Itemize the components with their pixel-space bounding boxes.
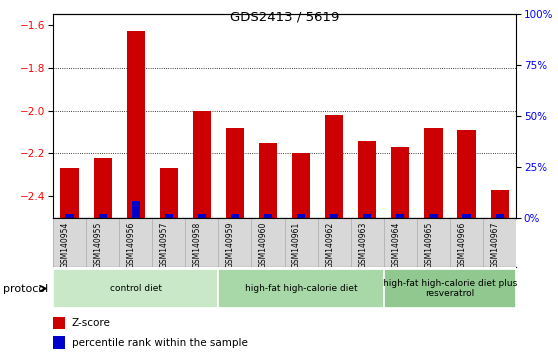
Bar xyxy=(231,214,239,218)
Text: GSM140964: GSM140964 xyxy=(391,222,400,268)
Text: percentile rank within the sample: percentile rank within the sample xyxy=(71,337,247,348)
Text: protocol: protocol xyxy=(3,284,48,293)
Bar xyxy=(53,269,218,308)
Bar xyxy=(490,190,509,218)
Text: high-fat high-calorie diet: high-fat high-calorie diet xyxy=(245,284,358,293)
Bar xyxy=(218,269,384,308)
Bar xyxy=(384,269,516,308)
Text: GSM140955: GSM140955 xyxy=(94,222,103,268)
Bar xyxy=(292,153,310,218)
Text: GSM140960: GSM140960 xyxy=(259,222,268,268)
Bar xyxy=(424,128,442,218)
Bar xyxy=(160,169,178,218)
Text: GSM140954: GSM140954 xyxy=(61,222,70,268)
Text: GDS2413 / 5619: GDS2413 / 5619 xyxy=(230,11,339,24)
Bar xyxy=(193,110,211,218)
Bar xyxy=(198,214,206,218)
Text: GSM140967: GSM140967 xyxy=(490,222,499,268)
Text: Z-score: Z-score xyxy=(71,318,110,328)
Text: high-fat high-calorie diet plus
resveratrol: high-fat high-calorie diet plus resverat… xyxy=(383,279,517,298)
Bar xyxy=(94,158,112,218)
Bar xyxy=(358,141,377,218)
Bar xyxy=(330,214,338,218)
Bar xyxy=(53,316,65,329)
Text: GSM140963: GSM140963 xyxy=(358,222,367,268)
Bar xyxy=(396,214,405,218)
Text: GSM140966: GSM140966 xyxy=(458,222,466,268)
Bar xyxy=(458,130,475,218)
Bar xyxy=(363,214,372,218)
Text: control diet: control diet xyxy=(110,284,162,293)
Bar xyxy=(391,147,410,218)
Text: GSM140958: GSM140958 xyxy=(193,222,202,268)
Bar xyxy=(463,214,470,218)
Text: GSM140959: GSM140959 xyxy=(226,222,235,268)
Bar xyxy=(325,115,343,218)
Bar xyxy=(165,214,173,218)
Bar xyxy=(132,201,140,218)
Bar xyxy=(65,214,74,218)
Text: GSM140956: GSM140956 xyxy=(127,222,136,268)
Bar xyxy=(60,169,79,218)
Bar xyxy=(127,31,145,218)
Bar xyxy=(259,143,277,218)
Bar xyxy=(99,214,107,218)
Bar xyxy=(53,336,65,349)
Text: GSM140962: GSM140962 xyxy=(325,222,334,268)
Text: GSM140957: GSM140957 xyxy=(160,222,169,268)
Bar xyxy=(429,214,437,218)
Text: GSM140965: GSM140965 xyxy=(425,222,434,268)
Text: GSM140961: GSM140961 xyxy=(292,222,301,268)
Bar xyxy=(496,214,504,218)
Bar xyxy=(226,128,244,218)
Bar xyxy=(297,214,305,218)
Bar xyxy=(264,214,272,218)
